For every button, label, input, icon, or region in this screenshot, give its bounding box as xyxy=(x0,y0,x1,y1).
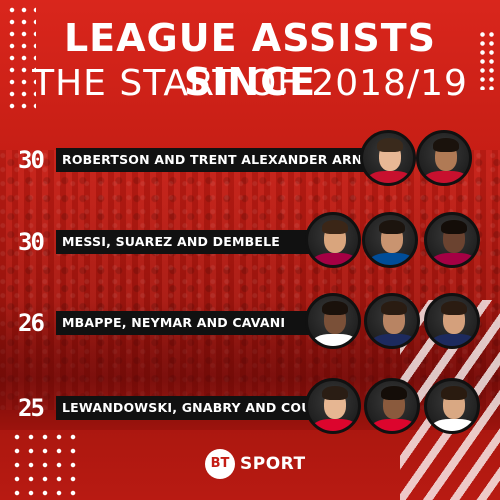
bt-sport-logo: BT SPORT xyxy=(205,448,306,480)
avatar-shirt xyxy=(431,253,477,265)
player-avatar xyxy=(362,212,418,268)
dot-pattern-top-right xyxy=(478,30,496,90)
avatar-hair xyxy=(322,301,348,315)
avatar-hair xyxy=(322,220,348,234)
title-line-1: LEAGUE ASSISTS SINCE xyxy=(63,16,437,104)
avatar-hair xyxy=(322,386,348,400)
dot-pattern-top-left xyxy=(6,4,36,112)
player-names-bar: MESSI, SUAREZ AND DEMBELE xyxy=(56,230,318,254)
avatar-shirt xyxy=(423,171,469,183)
avatar-hair xyxy=(441,220,467,234)
player-avatar xyxy=(424,378,480,434)
assist-count: 26 xyxy=(18,309,45,337)
player-avatar xyxy=(305,293,361,349)
assist-row: MBAPPE, NEYMAR AND CAVANI 26 xyxy=(0,293,500,353)
player-avatar xyxy=(305,212,361,268)
avatar-shirt xyxy=(431,419,477,431)
bt-logo-text: SPORT xyxy=(240,454,306,474)
player-names-bar: ROBERTSON AND TRENT ALEXANDER ARNOLD xyxy=(56,148,392,172)
avatar-shirt xyxy=(431,334,477,346)
player-names-bar: MBAPPE, NEYMAR AND CAVANI xyxy=(56,311,316,335)
avatar-shirt xyxy=(312,334,358,346)
player-avatar xyxy=(424,293,480,349)
assist-count: 25 xyxy=(18,394,45,422)
avatar-shirt xyxy=(312,419,358,431)
assist-count: 30 xyxy=(18,146,45,174)
avatar-shirt xyxy=(371,419,417,431)
avatar-shirt xyxy=(369,253,415,265)
assist-count: 30 xyxy=(18,228,45,256)
avatar-hair xyxy=(433,138,459,152)
avatar-hair xyxy=(441,301,467,315)
avatar-hair xyxy=(377,138,403,152)
assist-row: ROBERTSON AND TRENT ALEXANDER ARNOLD 30 xyxy=(0,130,500,190)
player-avatar xyxy=(364,378,420,434)
player-avatar xyxy=(360,130,416,186)
player-names-bar: LEWANDOWSKI, GNABRY AND COUTINHO xyxy=(56,396,357,420)
avatar-shirt xyxy=(371,334,417,346)
bt-logo-mark: BT xyxy=(205,449,235,479)
player-avatar xyxy=(424,212,480,268)
avatar-shirt xyxy=(312,253,358,265)
assist-row: MESSI, SUAREZ AND DEMBELE 30 xyxy=(0,212,500,272)
assist-row: LEWANDOWSKI, GNABRY AND COUTINHO 25 xyxy=(0,378,500,438)
player-avatar xyxy=(305,378,361,434)
title-line-2: THE START OF 2018/19 xyxy=(32,63,468,104)
avatar-hair xyxy=(381,386,407,400)
player-avatar xyxy=(364,293,420,349)
avatar-hair xyxy=(441,386,467,400)
dot-pattern-bottom-left xyxy=(10,430,80,496)
avatar-hair xyxy=(381,301,407,315)
player-avatar xyxy=(416,130,472,186)
avatar-shirt xyxy=(367,171,413,183)
avatar-hair xyxy=(379,220,405,234)
